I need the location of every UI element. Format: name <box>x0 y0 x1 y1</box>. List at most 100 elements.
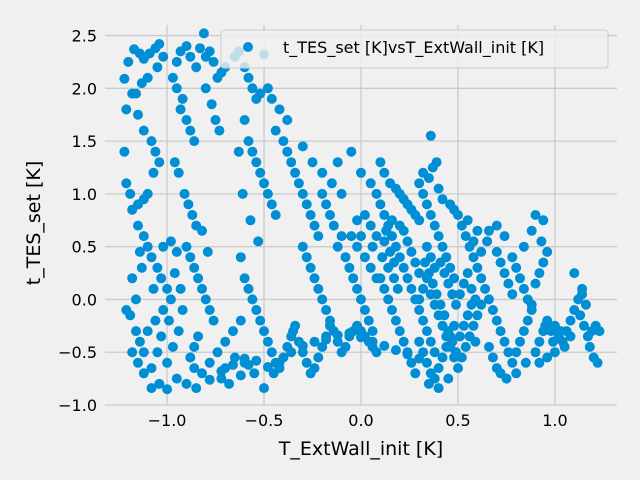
data-point <box>379 283 390 294</box>
data-point <box>443 326 454 337</box>
data-point <box>239 353 250 364</box>
data-point <box>235 315 246 326</box>
data-point <box>235 370 246 381</box>
data-point <box>235 252 246 263</box>
data-point <box>534 268 545 279</box>
data-point <box>526 299 537 310</box>
data-point <box>439 310 450 321</box>
data-point <box>245 215 256 226</box>
data-point <box>367 336 378 347</box>
data-point <box>515 273 525 284</box>
data-point <box>325 210 335 220</box>
data-point <box>228 359 238 370</box>
data-point <box>228 326 238 337</box>
data-point <box>495 257 506 268</box>
data-point <box>515 336 525 347</box>
data-point <box>321 334 332 345</box>
data-point <box>460 341 471 352</box>
data-point <box>278 136 289 147</box>
data-point <box>462 310 473 321</box>
data-point <box>262 362 273 372</box>
data-point <box>429 347 440 358</box>
data-point <box>511 262 522 273</box>
data-point <box>344 262 355 273</box>
data-point <box>534 336 545 347</box>
data-point <box>189 363 200 374</box>
data-point <box>499 231 510 242</box>
y-tick-label: 1.0 <box>72 185 97 204</box>
data-point <box>379 340 390 351</box>
data-point <box>453 363 463 374</box>
data-point <box>449 204 460 215</box>
data-point <box>352 241 363 252</box>
data-point <box>433 183 444 194</box>
x-axis-ticks: −1.0 −0.5 0.0 0.5 1.0 <box>148 411 568 430</box>
data-point <box>177 305 188 315</box>
data-point <box>156 331 167 342</box>
data-point <box>185 125 196 136</box>
data-point <box>262 336 273 347</box>
data-point <box>189 262 200 273</box>
data-point <box>425 210 436 220</box>
legend-marker <box>243 42 253 52</box>
data-point <box>468 320 479 331</box>
data-point <box>421 241 432 252</box>
y-tick-label: 0.0 <box>72 290 97 309</box>
data-point <box>507 252 518 263</box>
data-point <box>301 252 312 263</box>
data-point <box>255 88 266 99</box>
data-point <box>575 310 586 321</box>
data-point <box>454 289 465 300</box>
data-point <box>507 357 518 368</box>
data-point <box>458 320 469 331</box>
data-point <box>340 252 351 263</box>
data-point <box>162 283 173 294</box>
data-point <box>530 278 541 289</box>
data-point <box>487 305 498 315</box>
data-point <box>414 305 425 315</box>
data-point <box>239 115 250 125</box>
data-point <box>266 347 277 358</box>
data-point <box>297 241 308 252</box>
data-point <box>262 188 273 199</box>
data-point <box>336 188 347 199</box>
data-point <box>406 357 417 368</box>
data-point <box>359 252 370 263</box>
data-point <box>270 125 281 136</box>
data-point <box>501 373 512 384</box>
data-point <box>131 326 141 337</box>
data-point <box>197 368 207 379</box>
data-point <box>167 341 178 352</box>
data-point <box>301 357 312 368</box>
data-point <box>305 210 316 220</box>
data-point <box>346 146 357 157</box>
y-tick-label: 2.0 <box>72 79 97 98</box>
data-point <box>511 347 522 358</box>
data-point <box>454 331 465 342</box>
data-point <box>414 215 425 226</box>
data-point <box>136 78 147 89</box>
data-point <box>171 373 182 384</box>
data-point <box>383 294 394 305</box>
data-point <box>317 167 328 178</box>
data-point <box>297 141 308 152</box>
data-point <box>282 146 293 157</box>
data-point <box>491 315 502 326</box>
data-point <box>447 336 458 347</box>
data-point <box>507 289 518 300</box>
data-point <box>121 178 132 189</box>
data-point <box>437 352 448 363</box>
data-point <box>138 368 149 379</box>
data-point <box>495 326 506 337</box>
data-point <box>377 252 388 263</box>
data-point <box>233 146 244 157</box>
data-point <box>286 157 297 168</box>
data-point <box>247 294 258 305</box>
data-point <box>379 167 390 178</box>
data-point <box>169 268 180 279</box>
data-point <box>336 231 347 242</box>
data-point <box>154 378 165 389</box>
data-point <box>197 225 207 236</box>
data-point <box>317 294 328 305</box>
data-point <box>431 289 442 300</box>
